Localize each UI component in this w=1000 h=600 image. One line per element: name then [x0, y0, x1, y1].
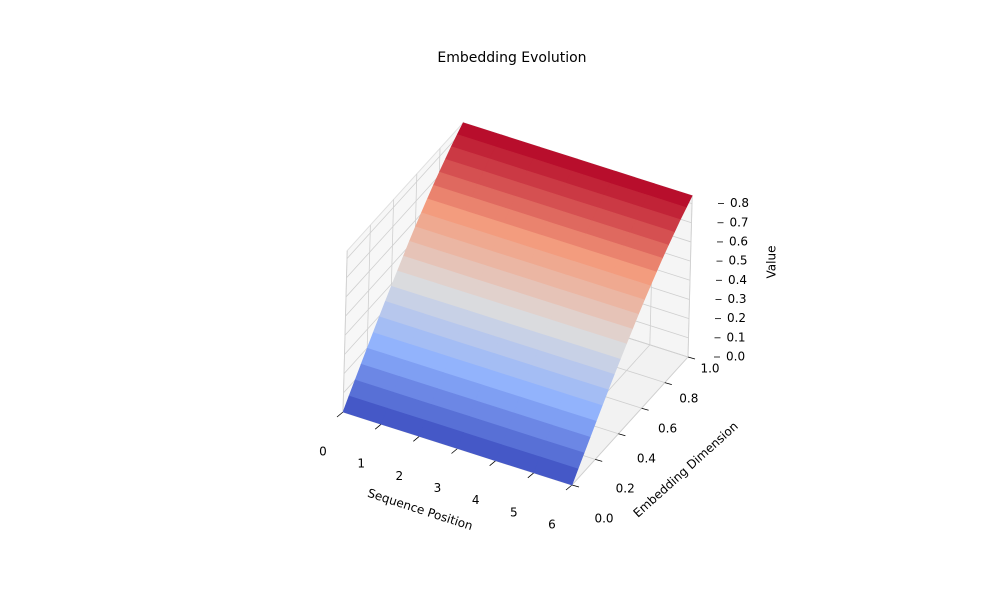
grid-line [571, 356, 689, 486]
tick-mark [489, 460, 496, 466]
z-tick-label: 0.8 [730, 196, 749, 210]
x-tick-label: 5 [510, 505, 518, 519]
tick-mark [527, 472, 535, 479]
x-tick-label: 6 [548, 518, 556, 532]
x-tick-label: 0 [319, 445, 327, 459]
x-tick-label: 2 [396, 469, 404, 483]
z-tick-label: 0.3 [727, 292, 746, 306]
x-tick-label: 4 [472, 493, 480, 507]
grid-line [346, 130, 464, 259]
tick-mark [595, 459, 603, 462]
tick-mark [618, 433, 626, 437]
tick-mark [374, 423, 382, 430]
z-tick-label: 0.5 [728, 254, 747, 268]
tick-mark [336, 411, 344, 418]
y-axis-label: Embedding Dimension [631, 419, 741, 520]
tick-mark [641, 407, 649, 411]
y-tick-label: 0.4 [637, 452, 656, 466]
z-tick-label: 0.4 [728, 273, 747, 287]
z-axis-label: Value [765, 246, 779, 279]
tick-mark [687, 356, 696, 360]
surface-cell [533, 456, 579, 486]
z-tick-label: 0.2 [727, 311, 746, 325]
x-axis-label: Sequence Position [366, 486, 475, 533]
tick-mark [571, 484, 580, 488]
y-tick-label: 1.0 [700, 362, 719, 376]
y-tick-label: 0.8 [679, 392, 698, 406]
y-tick-label: 0.0 [594, 512, 613, 526]
z-tick-label: 0.6 [729, 234, 748, 248]
tick-mark [565, 484, 573, 491]
tick-mark [664, 382, 672, 385]
z-tick-label: 0.7 [729, 215, 748, 229]
tick-mark [413, 436, 420, 442]
x-tick-label: 1 [357, 457, 365, 471]
x-tick-label: 3 [434, 481, 442, 495]
z-tick-label: 0.0 [726, 350, 745, 364]
y-tick-label: 0.6 [658, 422, 677, 436]
y-tick-label: 0.2 [616, 482, 635, 496]
chart-title: Embedding Evolution [437, 50, 586, 66]
tick-mark [451, 448, 458, 454]
z-tick-label: 0.1 [726, 330, 745, 344]
